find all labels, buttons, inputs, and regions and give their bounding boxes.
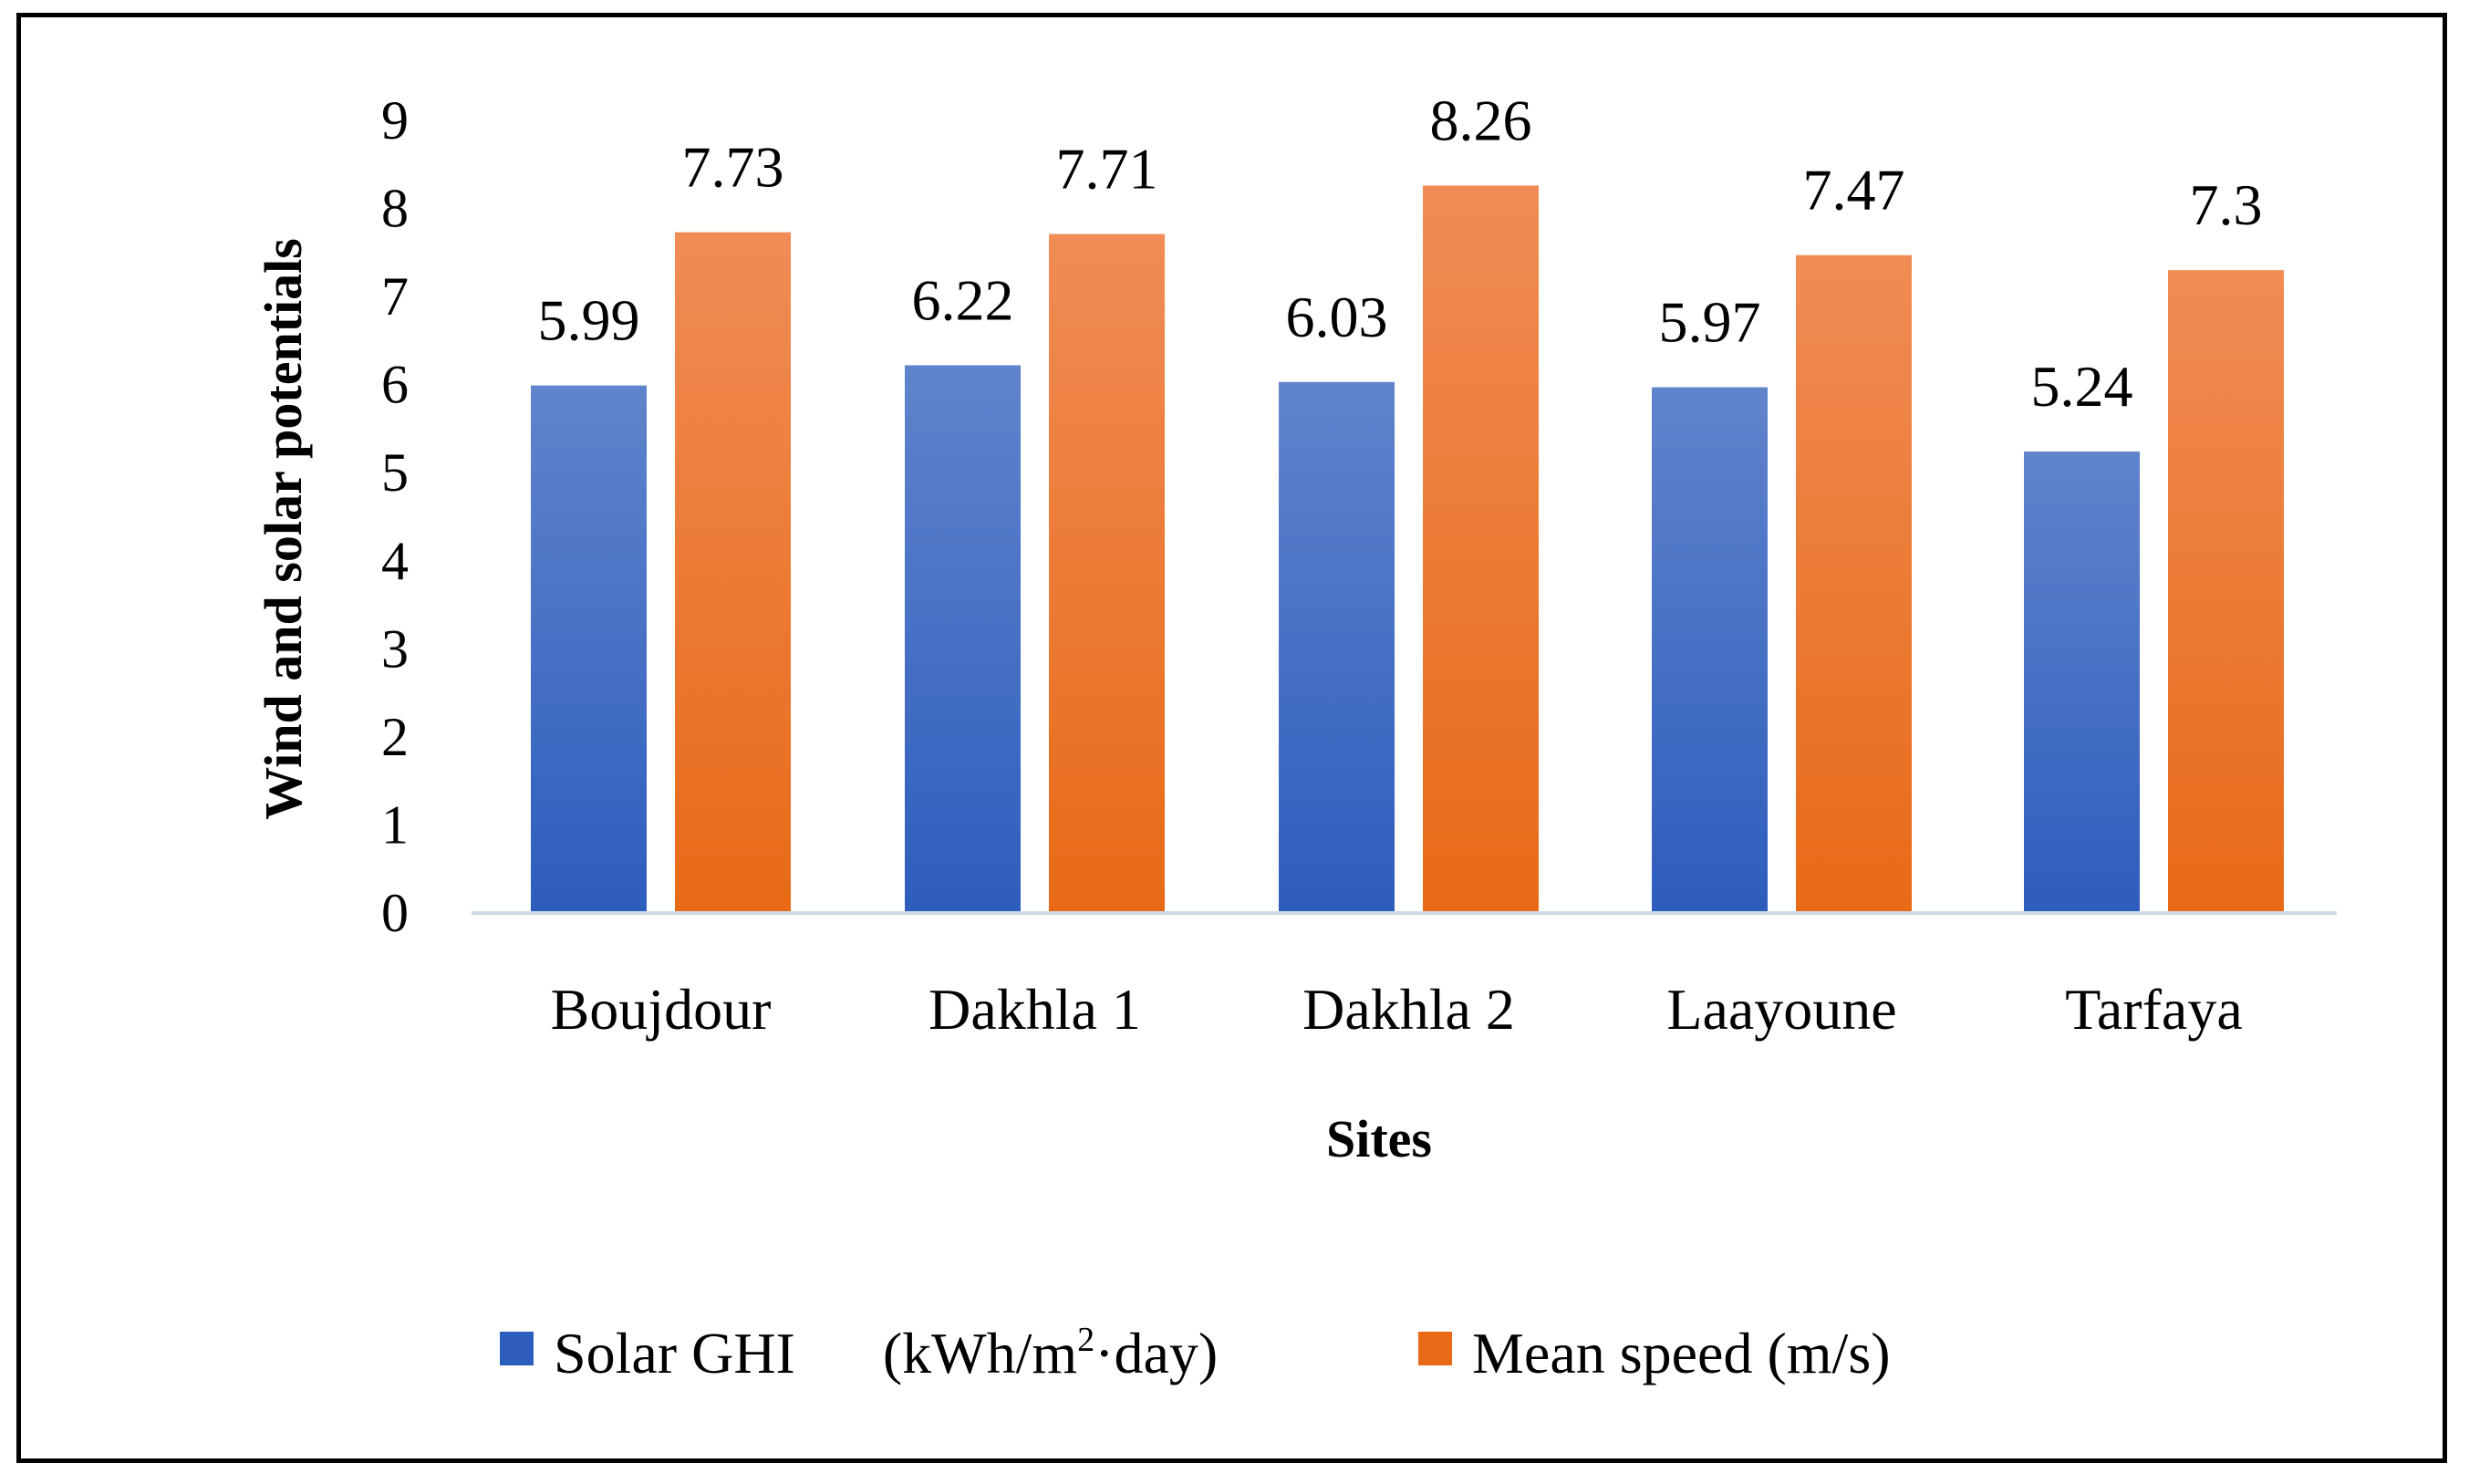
bar-mean-speed-boujdour bbox=[675, 232, 791, 913]
legend-swatch-solar bbox=[500, 1332, 534, 1365]
bar-solar-ghi-tarfaya bbox=[2024, 451, 2140, 913]
y-tick-label-2: 2 bbox=[381, 707, 409, 767]
data-label-mean-speed-tarfaya: 7.3 bbox=[2190, 172, 2263, 237]
data-labels: 5.99 7.73 6.22 7.71 6.03 8.26 5.97 7.47 5.24 7.3 bbox=[538, 88, 2263, 419]
data-label-solar-ghi-dakhla-1: 6.22 bbox=[912, 267, 1014, 332]
bar-solar-ghi-dakhla-1 bbox=[905, 365, 1021, 913]
bar-mean-speed-tarfaya bbox=[2168, 270, 2284, 914]
legend-label-solar: Solar GHI (kWh/m2·day) bbox=[554, 1321, 1218, 1385]
y-tick-label-9: 9 bbox=[381, 90, 409, 150]
bar-mean-speed-dakhla-1 bbox=[1049, 233, 1165, 914]
bar-solar-ghi-boujdour bbox=[531, 385, 647, 914]
legend: Solar GHI (kWh/m2·day) Mean speed (m/s) bbox=[500, 1321, 1891, 1385]
data-label-solar-ghi-tarfaya: 5.24 bbox=[2031, 354, 2133, 419]
y-tick-label-6: 6 bbox=[381, 355, 409, 415]
bar-solar-ghi-dakhla-2 bbox=[1279, 381, 1395, 913]
y-tick-label-5: 5 bbox=[381, 442, 409, 503]
category-label-tarfaya: Tarfaya bbox=[2065, 977, 2242, 1042]
bars bbox=[531, 185, 2284, 914]
data-label-mean-speed-dakhla-1: 7.71 bbox=[1056, 137, 1158, 202]
data-label-mean-speed-dakhla-2: 8.26 bbox=[1430, 88, 1532, 152]
category-labels: Boujdour Dakhla 1 Dakhla 2 Laayoune Tarfaya bbox=[551, 977, 2243, 1042]
category-label-boujdour: Boujdour bbox=[551, 977, 772, 1042]
y-tick-label-8: 8 bbox=[381, 179, 409, 239]
y-axis-title: Wind and solar potentials bbox=[254, 238, 313, 820]
y-tick-label-1: 1 bbox=[381, 794, 409, 855]
y-tick-label-0: 0 bbox=[381, 883, 409, 943]
legend-label-mean-speed: Mean speed (m/s) bbox=[1472, 1321, 1891, 1385]
data-label-mean-speed-laayoune: 7.47 bbox=[1803, 158, 1905, 223]
bar-solar-ghi-laayoune bbox=[1652, 387, 1768, 913]
data-label-mean-speed-boujdour: 7.73 bbox=[682, 135, 784, 200]
y-axis-ticks: 0 1 2 3 4 5 6 7 8 9 bbox=[381, 90, 409, 943]
data-label-solar-ghi-laayoune: 5.97 bbox=[1659, 290, 1761, 355]
data-label-solar-ghi-boujdour: 5.99 bbox=[538, 288, 640, 353]
y-tick-label-7: 7 bbox=[381, 266, 409, 327]
bar-mean-speed-laayoune bbox=[1796, 254, 1912, 914]
x-axis-title: Sites bbox=[1326, 1109, 1432, 1168]
category-label-laayoune: Laayoune bbox=[1666, 977, 1896, 1042]
category-label-dakhla-1: Dakhla 1 bbox=[928, 977, 1141, 1042]
y-tick-label-4: 4 bbox=[381, 531, 409, 591]
y-tick-label-3: 3 bbox=[381, 618, 409, 679]
category-label-dakhla-2: Dakhla 2 bbox=[1302, 977, 1515, 1042]
bar-mean-speed-dakhla-2 bbox=[1423, 185, 1539, 913]
legend-swatch-mean-speed bbox=[1418, 1332, 1452, 1365]
data-label-solar-ghi-dakhla-2: 6.03 bbox=[1286, 285, 1388, 349]
